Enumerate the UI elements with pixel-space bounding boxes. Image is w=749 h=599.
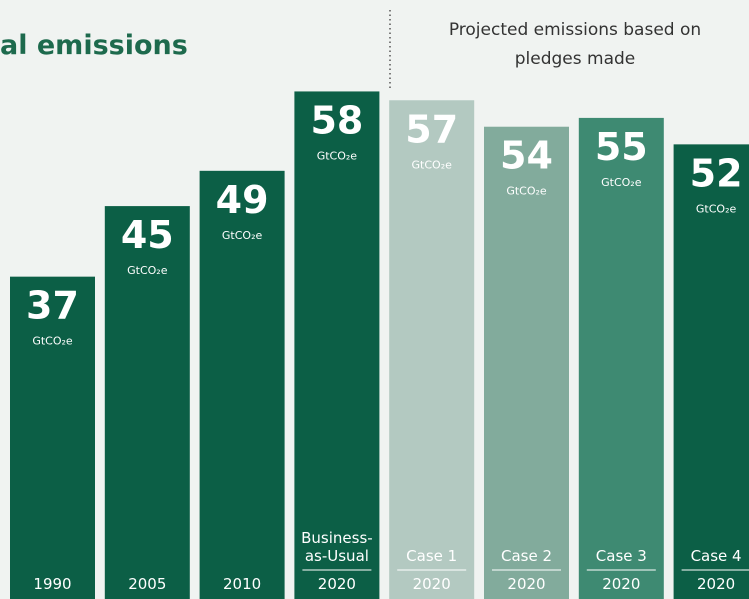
bar (199, 170, 285, 599)
bar (389, 100, 475, 599)
value-label: 58 (310, 98, 363, 142)
chart-title: al emissions (0, 30, 188, 61)
value-label: 55 (595, 125, 648, 169)
value-label: 49 (216, 178, 269, 222)
unit-label: GtCO₂e (127, 264, 168, 277)
category-label: 2020 (697, 575, 736, 593)
annotation: Projected emissions based on pledges mad… (448, 20, 702, 69)
bar (294, 91, 380, 599)
category-label: 2020 (412, 575, 451, 593)
bar (10, 276, 95, 599)
value-label: 54 (500, 134, 553, 178)
category-label: 2005 (128, 575, 167, 593)
category-label: 2020 (317, 575, 356, 593)
unit-label: GtCO₂e (601, 176, 642, 189)
group-label: Case 2 (500, 547, 553, 565)
unit-label: GtCO₂e (696, 202, 737, 215)
group-label: Case 4 (690, 547, 742, 565)
unit-label: GtCO₂e (506, 185, 547, 198)
value-label: 57 (405, 107, 458, 151)
category-label: 2020 (602, 575, 641, 593)
group-label: Business-as-Usual (301, 529, 373, 565)
unit-label: GtCO₂e (32, 335, 73, 348)
unit-label: GtCO₂e (412, 158, 453, 171)
category-label: 2010 (223, 575, 262, 593)
bar (484, 126, 569, 599)
unit-label: GtCO₂e (317, 149, 358, 162)
value-label: 52 (690, 151, 743, 195)
bar (578, 117, 664, 599)
value-label: 37 (26, 284, 79, 328)
category-label: 2020 (507, 575, 546, 593)
category-label: 1990 (33, 575, 72, 593)
bar (673, 144, 749, 599)
group-label: Case 3 (595, 547, 647, 565)
group-label: Case 1 (406, 547, 458, 565)
value-label: 45 (121, 213, 174, 257)
bar (104, 206, 190, 599)
unit-label: GtCO₂e (222, 229, 263, 242)
